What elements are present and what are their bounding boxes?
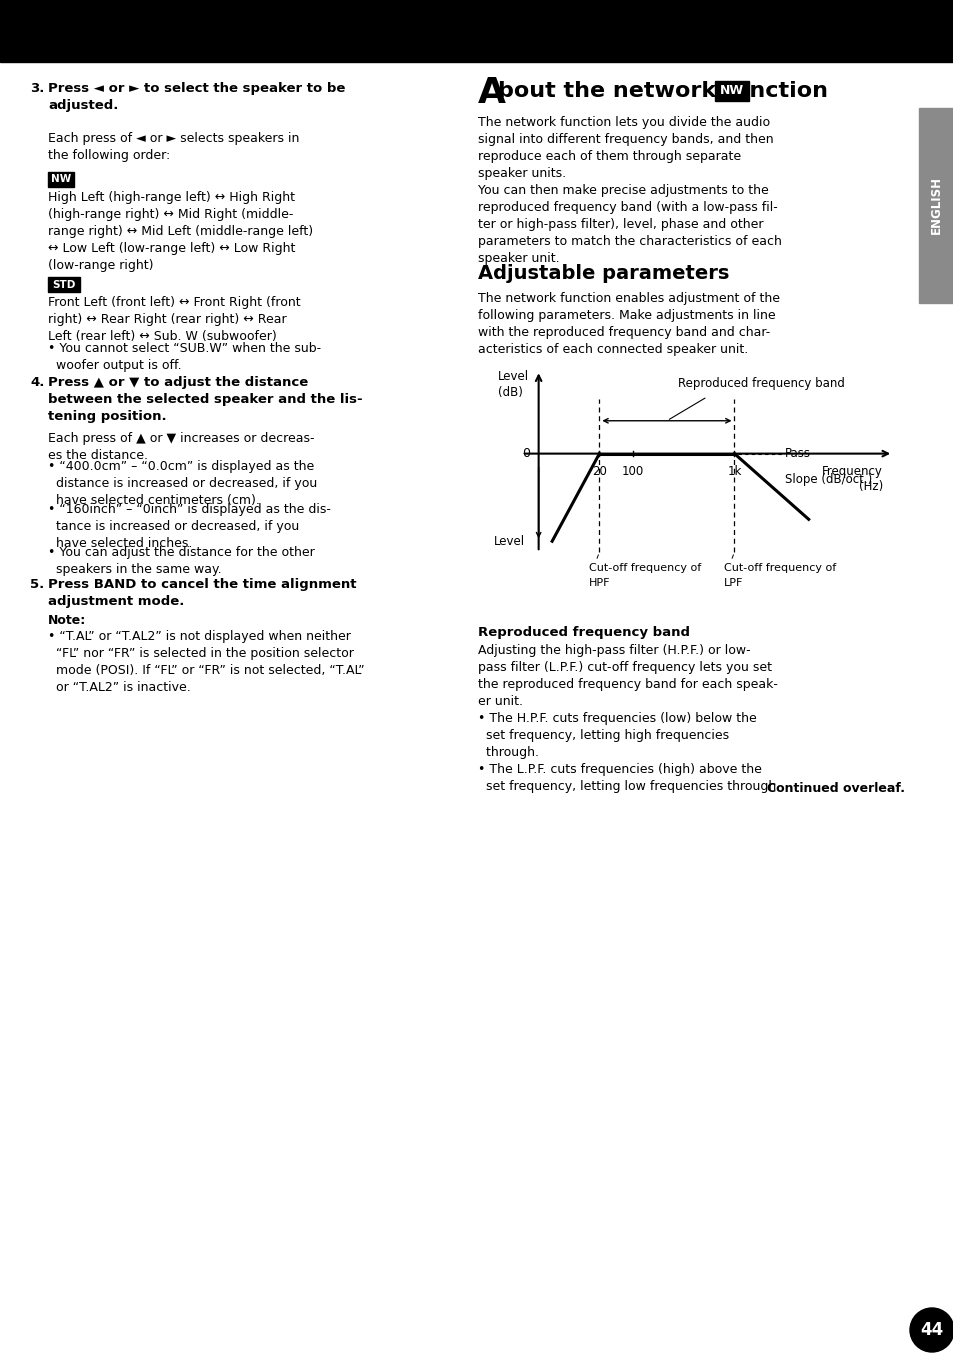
Circle shape [909,1308,953,1352]
Text: 100: 100 [621,465,643,477]
Text: 4.: 4. [30,375,45,389]
Text: Press ▲ or ▼ to adjust the distance
between the selected speaker and the lis-
te: Press ▲ or ▼ to adjust the distance betw… [48,375,362,423]
Text: The network function lets you divide the audio
signal into different frequency b: The network function lets you divide the… [477,117,781,266]
Text: Adjusting the high-pass filter (H.P.F.) or low-
pass filter (L.P.F.) cut-off fre: Adjusting the high-pass filter (H.P.F.) … [477,644,780,793]
Text: 0: 0 [521,447,530,461]
Text: Each press of ◄ or ► selects speakers in
the following order:: Each press of ◄ or ► selects speakers in… [48,131,299,163]
Text: bout the network function: bout the network function [497,81,827,102]
Text: Each press of ▲ or ▼ increases or decreas-
es the distance.: Each press of ▲ or ▼ increases or decrea… [48,432,314,462]
Text: Reproduced frequency band: Reproduced frequency band [477,626,689,640]
Bar [0,0,953,62]
Text: High Left (high-range left) ↔ High Right
(high-range right) ↔ Mid Right (middle-: High Left (high-range left) ↔ High Right… [48,191,313,272]
Text: 3.: 3. [30,83,45,95]
Text: 1k: 1k [726,465,740,477]
Text: 44: 44 [920,1321,943,1339]
Text: Adjustable parameters: Adjustable parameters [477,264,729,283]
Text: HPF: HPF [589,579,610,588]
Text: Note:: Note: [48,614,86,627]
Text: NW: NW [51,175,71,184]
Text: Continued overleaf.: Continued overleaf. [766,782,904,795]
Text: • “400.0cm” – “0.0cm” is displayed as the
  distance is increased or decreased, : • “400.0cm” – “0.0cm” is displayed as th… [48,459,317,507]
Bar [918,108,953,304]
Text: A: A [477,76,505,110]
Text: Frequency: Frequency [821,465,882,477]
Text: Pass: Pass [784,447,810,461]
Text: Front Left (front left) ↔ Front Right (front
right) ↔ Rear Right (rear right) ↔ : Front Left (front left) ↔ Front Right (f… [48,295,300,343]
Text: Level: Level [497,370,529,383]
Text: STD: STD [52,279,75,290]
Text: Press BAND to cancel the time alignment
adjustment mode.: Press BAND to cancel the time alignment … [48,579,356,608]
Text: 20: 20 [592,465,606,477]
Text: • “160inch” – “0inch” is displayed as the dis-
  tance is increased or decreased: • “160inch” – “0inch” is displayed as th… [48,503,331,550]
Text: Cut-off frequency of: Cut-off frequency of [723,564,836,573]
Text: Cut-off frequency of: Cut-off frequency of [589,564,700,573]
Text: ENGLISH: ENGLISH [928,176,942,234]
Bar [714,81,748,102]
Text: Level: Level [494,535,524,547]
Text: • You cannot select “SUB.W” when the sub-
  woofer output is off.: • You cannot select “SUB.W” when the sub… [48,341,321,373]
Bar [48,276,80,291]
Text: Reproduced frequency band: Reproduced frequency band [678,377,844,390]
Text: LPF: LPF [723,579,743,588]
Text: • You can adjust the distance for the other
  speakers in the same way.: • You can adjust the distance for the ot… [48,546,314,576]
Text: Slope (dB/oct.): Slope (dB/oct.) [784,473,871,486]
Text: NW: NW [720,84,743,98]
Bar [48,172,74,187]
Text: (dB): (dB) [497,386,522,398]
Text: Press ◄ or ► to select the speaker to be
adjusted.: Press ◄ or ► to select the speaker to be… [48,83,345,112]
Text: (Hz): (Hz) [858,480,882,493]
Text: • “T.AL” or “T.AL2” is not displayed when neither
  “FL” nor “FR” is selected in: • “T.AL” or “T.AL2” is not displayed whe… [48,630,364,694]
Text: 5.: 5. [30,579,44,591]
Text: The network function enables adjustment of the
following parameters. Make adjust: The network function enables adjustment … [477,291,780,356]
